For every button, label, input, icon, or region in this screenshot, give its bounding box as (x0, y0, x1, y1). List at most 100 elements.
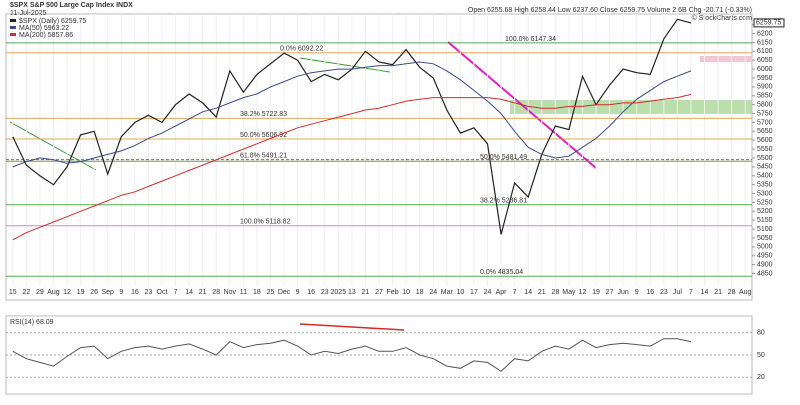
x-tick-label: 12 (579, 289, 587, 296)
credit: © StockCharts.com (692, 14, 753, 22)
y-tick-label: 6150 (757, 39, 773, 46)
x-tick-label: 9 (635, 289, 639, 296)
rsi-tick-label: 80 (757, 330, 765, 337)
x-tick-label: Aug (47, 289, 60, 296)
fib-label: 38.2% 5722.83 (240, 111, 287, 118)
y-tick-label: 5750 (757, 110, 773, 117)
x-tick-label: Dec (278, 289, 291, 296)
series-line (12, 61, 692, 168)
legend-swatch (10, 19, 16, 22)
y-tick-label: 5950 (757, 75, 773, 82)
trend-line (299, 323, 405, 331)
x-tick-label: 19 (592, 289, 600, 296)
x-tick-label: 21 (362, 289, 370, 296)
legend-label: MA(50) 5963.22 (19, 25, 69, 32)
rsi-tick-label: 20 (757, 374, 765, 381)
x-tick-label: 27 (606, 289, 614, 296)
legend-swatch (10, 33, 16, 36)
x-tick-label: 29 (36, 289, 44, 296)
x-tick-label: 21 (714, 289, 722, 296)
y-tick-label: 5500 (757, 155, 773, 162)
y-tick-label: 5450 (757, 164, 773, 171)
x-tick-label: 9 (296, 289, 300, 296)
x-tick-label: 24 (429, 289, 437, 296)
x-tick-label: 10 (456, 289, 464, 296)
series-line (12, 93, 692, 241)
fib-label: 61.8% 5491.21 (240, 152, 287, 159)
y-tick-label: 5250 (757, 199, 773, 206)
x-tick-label: Jun (617, 289, 628, 296)
y-tick-label: 6000 (757, 66, 773, 73)
legend-label: $SPX (Daily) 6259.75 (19, 18, 86, 25)
legend-label: MA(200) 5857.86 (19, 32, 73, 39)
x-tick-label: 16 (131, 289, 139, 296)
x-tick-label: 10 (402, 289, 410, 296)
price-tag-box (753, 18, 785, 28)
x-tick-label: Aug (739, 289, 752, 296)
zone (700, 56, 752, 62)
y-tick-label: 5400 (757, 173, 773, 180)
y-tick-label: 5150 (757, 217, 773, 224)
rsi-line (12, 338, 692, 372)
subtitle: 11-Jul-2025 (10, 10, 47, 17)
x-tick-label: 16 (307, 289, 315, 296)
x-tick-label: 22 (22, 289, 30, 296)
x-tick-label: 23 (321, 289, 329, 296)
fib-label: 50.0% 5481.49 (480, 154, 527, 161)
trend-line (299, 57, 391, 73)
y-tick-label: 5600 (757, 137, 773, 144)
x-tick-label: 23 (145, 289, 153, 296)
price-tag: 6259.75 (756, 20, 781, 27)
x-tick-label: 27 (375, 289, 383, 296)
x-tick-label: 24 (484, 289, 492, 296)
x-tick-label: 18 (416, 289, 424, 296)
x-tick-label: 21 (538, 289, 546, 296)
y-tick-label: 5900 (757, 84, 773, 91)
x-tick-label: 12 (63, 289, 71, 296)
y-tick-label: 5700 (757, 119, 773, 126)
x-tick-label: 28 (551, 289, 559, 296)
x-tick-label: Feb (387, 289, 399, 296)
x-tick-label: Sep (101, 289, 114, 296)
y-tick-label: 5550 (757, 146, 773, 153)
y-tick-label: 5800 (757, 102, 773, 109)
rsi-tick-label: 50 (757, 352, 765, 359)
x-tick-label: 14 (524, 289, 532, 296)
x-tick-label: 14 (185, 289, 193, 296)
x-tick-label: Oct (157, 289, 168, 296)
y-tick-label: 5850 (757, 93, 773, 100)
chart-title: $SPX S&P 500 Large Cap Index INDX (10, 2, 133, 9)
x-tick-label: 21 (199, 289, 207, 296)
fib-label: 100.0% 5118.82 (240, 219, 291, 226)
x-tick-label: Jul (673, 289, 682, 296)
x-tick-label: 14 (701, 289, 709, 296)
fib-label: 100.0% 6147.34 (505, 36, 556, 43)
zone (510, 100, 752, 114)
x-tick-label: 16 (646, 289, 654, 296)
x-tick-label: 2025 (331, 289, 347, 296)
x-tick-label: Apr (496, 289, 508, 296)
quote: Open 6255.68 High 6258.44 Low 6237.60 Cl… (468, 7, 752, 14)
x-tick-label: 11 (240, 289, 247, 296)
y-tick-label: 4900 (757, 262, 773, 269)
y-tick-label: 5300 (757, 190, 773, 197)
x-tick-label: 9 (119, 289, 123, 296)
legend-swatch (10, 26, 16, 29)
x-tick-label: 23 (660, 289, 668, 296)
y-tick-label: 5200 (757, 208, 773, 215)
x-tick-label: 17 (470, 289, 478, 296)
fib-label: 0.0% 4835.04 (480, 269, 523, 276)
y-tick-label: 5100 (757, 226, 773, 233)
y-tick-label: 4950 (757, 253, 773, 260)
y-tick-label: 6050 (757, 57, 773, 64)
x-tick-label: 25 (267, 289, 275, 296)
y-tick-label: 5650 (757, 128, 773, 135)
x-tick-label: Mar (441, 289, 454, 296)
fib-label: 38.2% 5236.81 (480, 198, 527, 205)
rsi-legend: RSI(14) 68.09 (10, 319, 54, 326)
x-tick-label: Nov (224, 289, 237, 296)
x-tick-label: 28 (212, 289, 220, 296)
y-tick-label: 4850 (757, 270, 773, 277)
y-tick-label: 6100 (757, 48, 773, 55)
